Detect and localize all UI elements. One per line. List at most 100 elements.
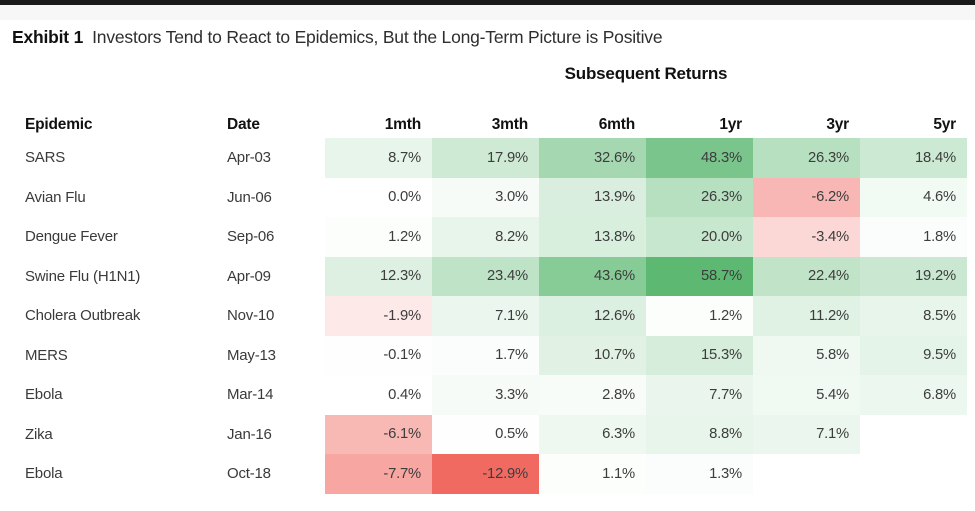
return-cell: 43.6% [539, 256, 646, 296]
return-cell: 1.7% [432, 335, 539, 375]
column-header-3mth: 3mth [491, 116, 528, 133]
epidemic-name: MERS [25, 346, 68, 364]
column-header-1mth: 1mth [384, 116, 421, 133]
return-cell: 20.0% [646, 217, 753, 257]
return-cell: 0.4% [325, 375, 432, 415]
column-header-row: Epidemic Date 1mth 3mth 6mth 1yr 3yr 5yr [25, 94, 967, 138]
return-cell: 17.9% [432, 138, 539, 178]
return-cell: 13.9% [539, 177, 646, 217]
return-cell: 1.8% [860, 217, 967, 257]
return-cell: 8.5% [860, 296, 967, 336]
top-light-band [0, 5, 975, 20]
return-cell: 3.3% [432, 375, 539, 415]
return-cell: 0.5% [432, 414, 539, 454]
epidemic-name: Avian Flu [25, 188, 86, 206]
return-cell: 1.3% [646, 454, 753, 494]
return-cell: 58.7% [646, 256, 753, 296]
return-cell: 5.8% [753, 335, 860, 375]
epidemic-name: Dengue Fever [25, 228, 118, 246]
epidemic-name: Ebola [25, 465, 63, 483]
table-row: Dengue Fever Sep-06 1.2% 8.2% 13.8% 20.0% -3.4… [25, 217, 967, 257]
return-cell: -7.7% [325, 454, 432, 494]
return-cell: 12.3% [325, 256, 432, 296]
return-cell: 6.8% [860, 375, 967, 415]
return-cell: -3.4% [753, 217, 860, 257]
return-cell: 18.4% [860, 138, 967, 178]
column-header-5yr: 5yr [933, 116, 956, 133]
epidemic-date: Apr-03 [227, 149, 271, 167]
return-cell [753, 454, 860, 494]
return-cell: 22.4% [753, 256, 860, 296]
return-cell: 1.2% [646, 296, 753, 336]
table-row: Ebola Mar-14 0.4% 3.3% 2.8% 7.7% 5.4% 6.8% [25, 375, 967, 415]
table-row: MERS May-13 -0.1% 1.7% 10.7% 15.3% 5.8% 9.5% [25, 335, 967, 375]
return-cell: -0.1% [325, 335, 432, 375]
return-cell: 7.1% [432, 296, 539, 336]
table-row: Avian Flu Jun-06 0.0% 3.0% 13.9% 26.3% -6.2% 4.… [25, 177, 967, 217]
return-cell: 48.3% [646, 138, 753, 178]
return-cell: 1.2% [325, 217, 432, 257]
return-cell: 8.2% [432, 217, 539, 257]
exhibit-number-label: Exhibit 1 [12, 27, 84, 47]
epidemic-date: Jan-16 [227, 425, 272, 443]
group-header-row: Subsequent Returns [25, 64, 967, 94]
return-cell: 7.1% [753, 414, 860, 454]
top-accent-bar [0, 0, 975, 5]
table-row: Cholera Outbreak Nov-10 -1.9% 7.1% 12.6% 1.2%… [25, 296, 967, 336]
return-cell: 3.0% [432, 177, 539, 217]
column-header-date: Date [227, 116, 260, 133]
column-header-6mth: 6mth [598, 116, 635, 133]
return-cell: -6.1% [325, 414, 432, 454]
column-header-1yr: 1yr [719, 116, 742, 133]
return-cell: 8.8% [646, 414, 753, 454]
return-cell: 1.1% [539, 454, 646, 494]
return-cell: 9.5% [860, 335, 967, 375]
subsequent-returns-header: Subsequent Returns [564, 64, 728, 83]
return-cell: 6.3% [539, 414, 646, 454]
return-cell: -6.2% [753, 177, 860, 217]
return-cell: 19.2% [860, 256, 967, 296]
column-header-epidemic: Epidemic [25, 116, 93, 133]
return-cell: -12.9% [432, 454, 539, 494]
table-row: Zika Jan-16 -6.1% 0.5% 6.3% 8.8% 7.1% [25, 414, 967, 455]
return-cell: 23.4% [432, 256, 539, 296]
epidemic-date: May-13 [227, 346, 276, 364]
return-cell: 8.7% [325, 138, 432, 178]
epidemic-date: Nov-10 [227, 307, 275, 325]
return-cell: 26.3% [646, 177, 753, 217]
return-cell: 26.3% [753, 138, 860, 178]
epidemic-date: Mar-14 [227, 386, 274, 404]
return-cell [860, 454, 967, 494]
table-row: SARS Apr-03 8.7% 17.9% 32.6% 48.3% 26.3% 18.4% [25, 138, 967, 178]
return-cell: 13.8% [539, 217, 646, 257]
epidemic-date: Oct-18 [227, 465, 271, 483]
returns-table: Subsequent Returns Epidemic Date 1mth 3m… [25, 64, 967, 494]
return-cell [860, 415, 967, 455]
return-cell: 15.3% [646, 335, 753, 375]
epidemic-name: Cholera Outbreak [25, 307, 141, 325]
epidemic-date: Sep-06 [227, 228, 275, 246]
exhibit-title-text: Investors Tend to React to Epidemics, Bu… [92, 27, 663, 47]
return-cell: 0.0% [325, 177, 432, 217]
epidemic-name: Ebola [25, 386, 63, 404]
return-cell: -1.9% [325, 296, 432, 336]
column-header-3yr: 3yr [826, 116, 849, 133]
return-cell: 12.6% [539, 296, 646, 336]
return-cell: 7.7% [646, 375, 753, 415]
epidemic-name: Swine Flu (H1N1) [25, 267, 141, 285]
epidemic-date: Jun-06 [227, 188, 272, 206]
return-cell: 11.2% [753, 296, 860, 336]
table-row: Swine Flu (H1N1) Apr-09 12.3% 23.4% 43.6% 58.… [25, 256, 967, 296]
table-row: Ebola Oct-18 -7.7% -12.9% 1.1% 1.3% [25, 454, 967, 494]
return-cell: 5.4% [753, 375, 860, 415]
return-cell: 32.6% [539, 138, 646, 178]
return-cell: 10.7% [539, 335, 646, 375]
return-cell: 2.8% [539, 375, 646, 415]
table-body: SARS Apr-03 8.7% 17.9% 32.6% 48.3% 26.3% 18.4% A… [25, 138, 967, 494]
epidemic-name: Zika [25, 425, 53, 443]
epidemic-date: Apr-09 [227, 267, 271, 285]
return-cell: 4.6% [860, 177, 967, 217]
epidemic-name: SARS [25, 149, 66, 167]
exhibit-title: Exhibit 1 Investors Tend to React to Epid… [12, 27, 663, 48]
